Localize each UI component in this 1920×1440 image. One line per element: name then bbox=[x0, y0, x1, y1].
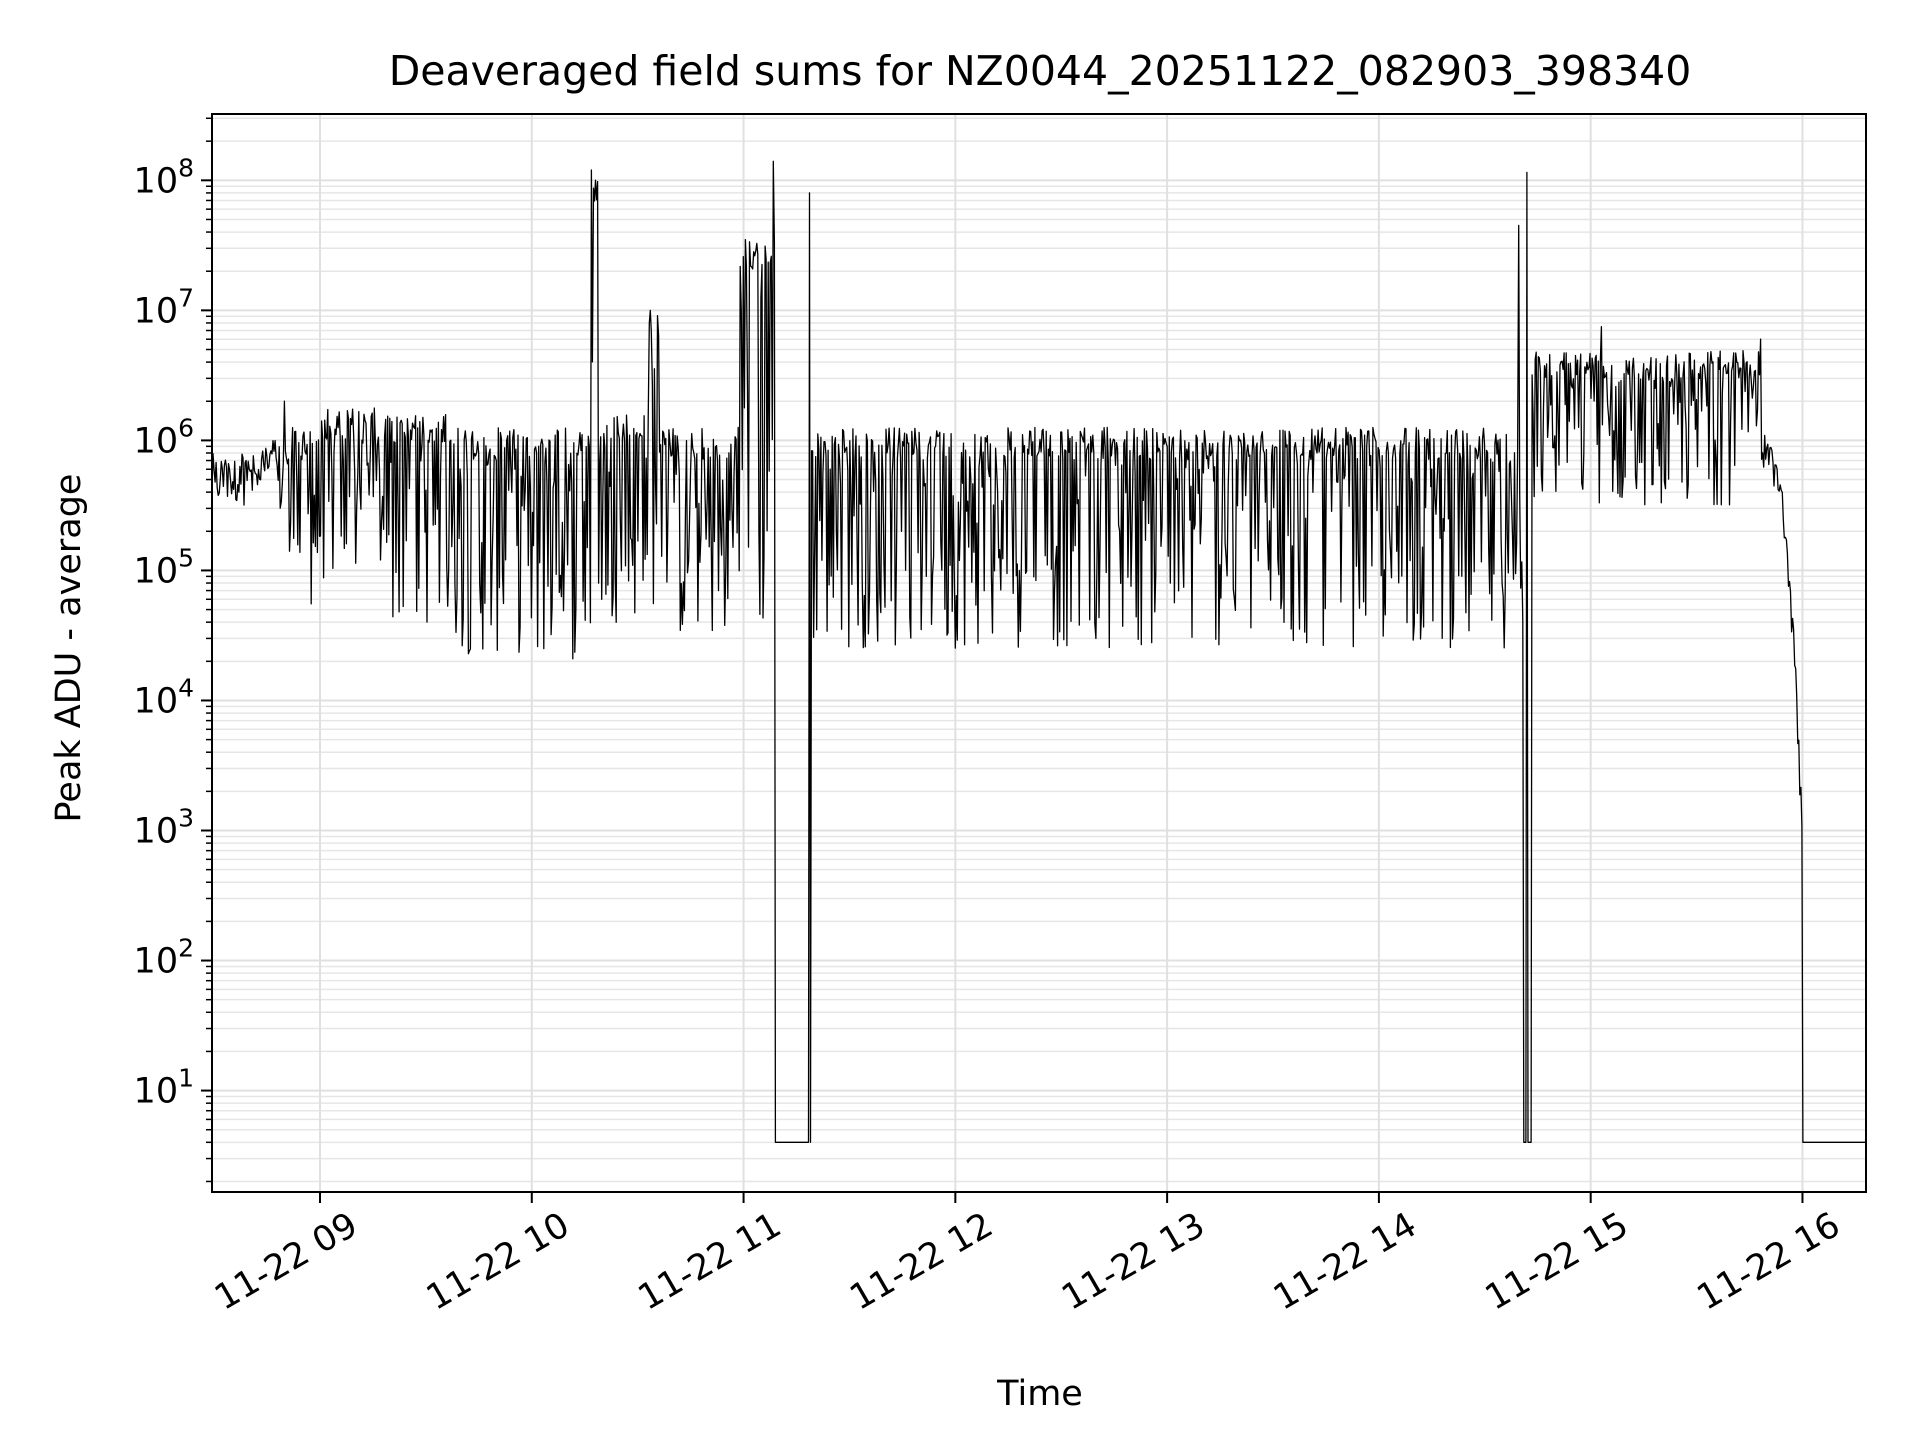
y-tick-label: 107 bbox=[134, 283, 194, 331]
x-tick-label: 11-22 15 bbox=[1479, 1205, 1635, 1318]
x-tick-label: 11-22 13 bbox=[1055, 1205, 1211, 1318]
grid bbox=[212, 114, 1866, 1192]
y-tick-label: 105 bbox=[134, 543, 194, 591]
plot-frame bbox=[211, 113, 1867, 1193]
x-tick-label: 11-22 10 bbox=[420, 1205, 576, 1318]
y-tick-label: 103 bbox=[134, 803, 194, 851]
y-tick-label: 106 bbox=[134, 413, 194, 461]
x-tick-label: 11-22 09 bbox=[208, 1205, 364, 1318]
series-line bbox=[211, 160, 1866, 1143]
y-tick-label: 101 bbox=[134, 1064, 194, 1112]
y-tick-label: 104 bbox=[134, 673, 194, 721]
y-axis-label: Peak ADU - average bbox=[49, 474, 89, 823]
x-tick-label: 11-22 16 bbox=[1691, 1205, 1847, 1318]
x-tick-label: 11-22 14 bbox=[1267, 1205, 1423, 1318]
x-tick-label: 11-22 11 bbox=[632, 1205, 788, 1318]
series-path bbox=[211, 160, 1866, 1143]
y-tick-label: 108 bbox=[134, 153, 194, 201]
x-tick-label: 11-22 12 bbox=[844, 1205, 1000, 1318]
chart-title: Deaveraged field sums for NZ0044_2025112… bbox=[389, 47, 1692, 95]
y-tick-label: 102 bbox=[134, 934, 194, 982]
x-axis-label: Time bbox=[996, 1374, 1083, 1414]
